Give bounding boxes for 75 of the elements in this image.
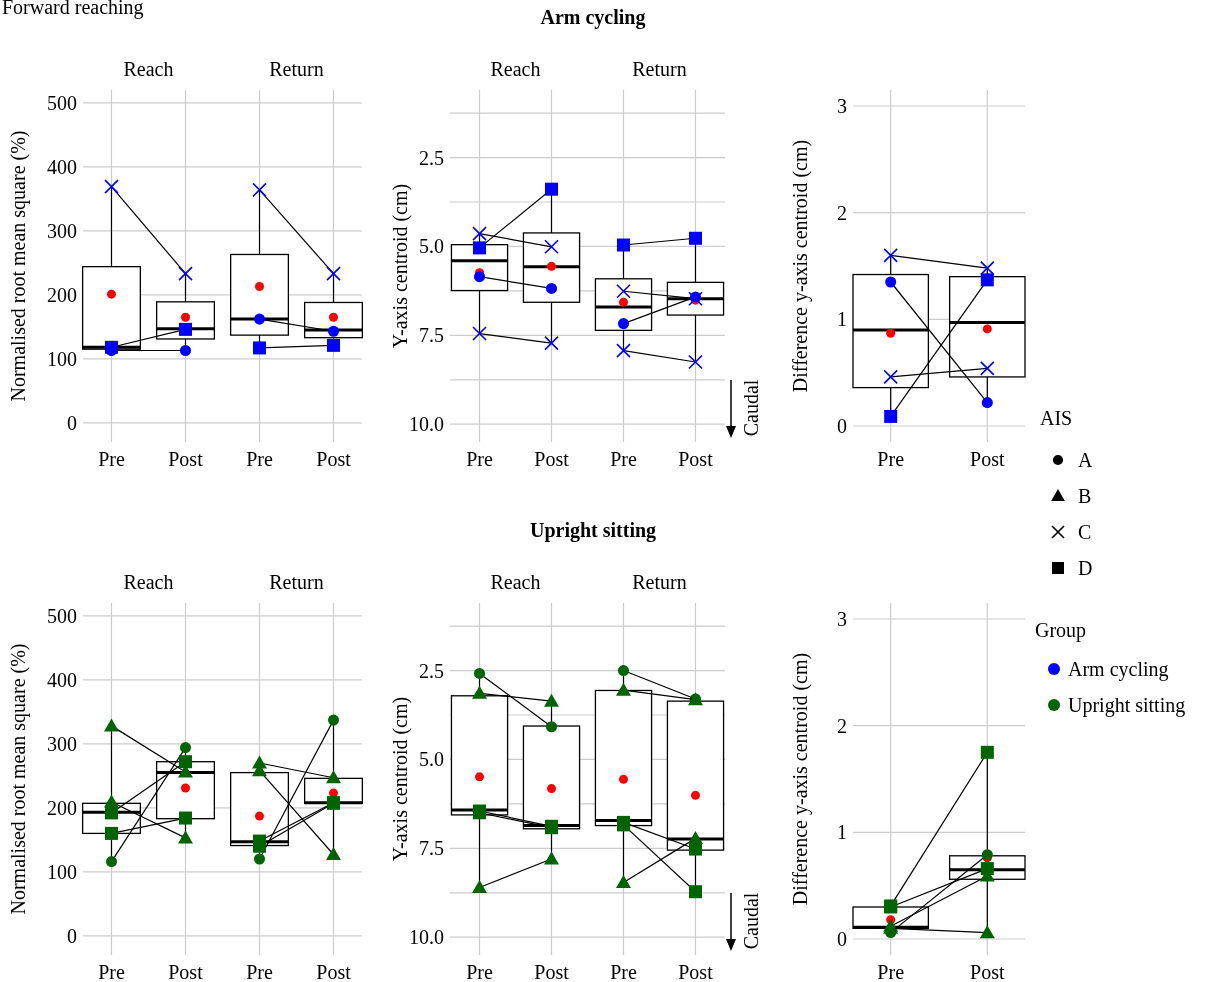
text: Return — [269, 571, 324, 593]
y-axis-title: Difference y-axis centroid (cm) — [789, 652, 812, 906]
y-axis-title: Normalised root mean square (%) — [7, 130, 30, 402]
x-tick-label: Post — [168, 448, 204, 470]
text: Arm cycling — [1068, 658, 1169, 681]
x-tick-label: Pre — [246, 448, 273, 470]
y-tick-label: 200 — [47, 796, 77, 819]
x-tick-label: Pre — [98, 961, 125, 982]
x-tick-label: Pre — [466, 448, 493, 470]
y-tick-label: 2 — [837, 201, 847, 224]
y-tick-label: 2.5 — [419, 146, 444, 169]
y-tick-label: 0 — [67, 411, 77, 434]
y-tick-label: 200 — [47, 283, 77, 306]
text: Return — [632, 571, 687, 593]
y-axis-title: Difference y-axis centroid (cm) — [789, 139, 812, 393]
y-tick-label: 1 — [837, 821, 847, 844]
x-tick-label: Pre — [877, 448, 905, 470]
text: Return — [632, 58, 687, 80]
y-tick-label: 5.0 — [419, 235, 444, 258]
category-label: D — [1078, 557, 1093, 579]
x-tick-label: Post — [534, 961, 570, 982]
text: Reach — [123, 571, 174, 593]
text: Reach — [123, 58, 174, 80]
y-tick-label: 3 — [837, 608, 847, 630]
y-tick-label: 2.5 — [419, 659, 444, 682]
y-tick-label: 3 — [837, 95, 847, 117]
y-tick-label: 7.5 — [419, 324, 444, 347]
x-tick-label: Pre — [610, 961, 637, 982]
y-tick-label: 10.0 — [409, 926, 444, 949]
category-label: C — [1078, 521, 1092, 543]
chart-title: Upright sitting — [529, 519, 657, 542]
text: Reach — [490, 58, 541, 80]
y-tick-label: 0 — [67, 924, 77, 947]
category-label: A — [1078, 449, 1093, 471]
y-tick-label: 7.5 — [419, 837, 444, 860]
y-tick-label: 300 — [47, 219, 77, 242]
category-label: B — [1078, 485, 1092, 507]
text: Reach — [490, 571, 541, 593]
x-tick-label: Pre — [877, 961, 905, 982]
text: Caudal — [740, 892, 762, 950]
y-tick-label: 500 — [47, 604, 77, 627]
x-tick-label: Post — [970, 961, 1005, 982]
x-tick-label: Pre — [246, 961, 273, 982]
x-tick-label: Pre — [610, 448, 637, 470]
y-tick-label: 100 — [47, 347, 77, 370]
y-tick-label: 10.0 — [409, 413, 444, 436]
y-tick-label: 2 — [837, 714, 847, 737]
y-axis-title: Y-axis centroid (cm) — [389, 696, 412, 862]
chart-title: Forward reaching — [2, 0, 144, 19]
x-tick-label: Post — [168, 961, 204, 982]
y-tick-label: 400 — [47, 668, 77, 691]
y-tick-label: 0 — [837, 415, 847, 437]
x-tick-label: Pre — [466, 961, 493, 982]
x-tick-label: Post — [678, 448, 714, 470]
legend-title: Group — [1035, 619, 1087, 642]
chart-title: Arm cycling — [540, 6, 646, 29]
y-axis-title: Y-axis centroid (cm) — [389, 183, 412, 349]
y-axis-title: Normalised root mean square (%) — [7, 643, 30, 915]
x-tick-label: Post — [970, 448, 1005, 470]
x-tick-label: Post — [316, 448, 352, 470]
x-tick-label: Post — [534, 448, 570, 470]
x-tick-label: Post — [678, 961, 714, 982]
y-tick-label: 0 — [837, 928, 847, 950]
text: AIS — [1040, 407, 1073, 429]
y-tick-label: 1 — [837, 308, 847, 331]
y-tick-label: 100 — [47, 860, 77, 883]
text: Upright sitting — [1068, 694, 1186, 717]
y-tick-label: 400 — [47, 155, 77, 178]
y-tick-label: 500 — [47, 91, 77, 114]
x-tick-label: Post — [316, 961, 352, 982]
y-tick-label: 300 — [47, 732, 77, 755]
y-tick-label: 5.0 — [419, 748, 444, 771]
text: Return — [269, 58, 324, 80]
text: Caudal — [740, 379, 762, 437]
x-tick-label: Pre — [98, 448, 125, 470]
